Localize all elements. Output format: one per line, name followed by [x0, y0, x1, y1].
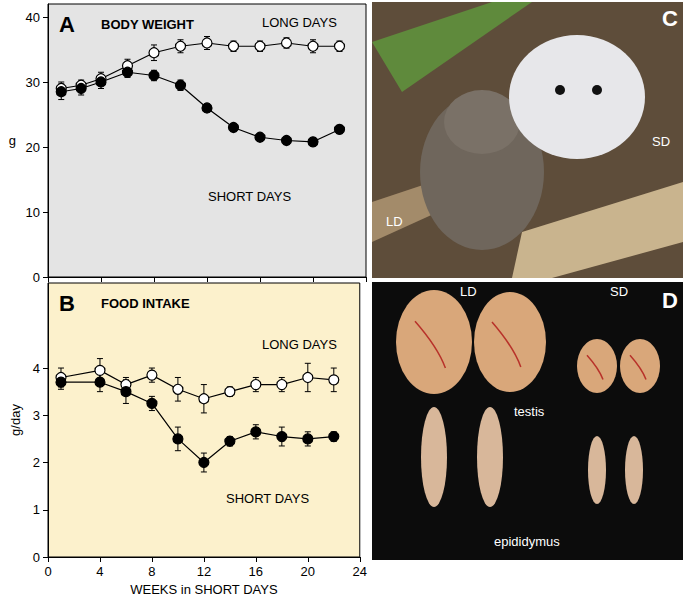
svg-text:A: A	[59, 12, 75, 37]
svg-text:SHORT DAYS: SHORT DAYS	[208, 189, 291, 204]
svg-text:3: 3	[33, 408, 40, 423]
svg-text:2: 2	[33, 455, 40, 470]
svg-text:g/day: g/day	[8, 404, 23, 436]
svg-text:16: 16	[249, 564, 263, 579]
svg-text:SHORT DAYS: SHORT DAYS	[226, 491, 309, 506]
svg-text:12: 12	[197, 564, 211, 579]
html-text:SD: SD	[652, 134, 671, 149]
html-text:SD: SD	[610, 284, 629, 299]
svg-text:10: 10	[26, 205, 40, 220]
svg-text:0: 0	[33, 550, 40, 565]
html-text:D: D	[662, 288, 678, 313]
html-text:epididymus: epididymus	[494, 534, 560, 549]
svg-text:LONG DAYS: LONG DAYS	[262, 15, 337, 30]
svg-text:8: 8	[148, 564, 155, 579]
html-text:C: C	[662, 6, 678, 31]
svg-text:1: 1	[33, 502, 40, 517]
html-text:LD: LD	[460, 284, 477, 299]
svg-text:30: 30	[26, 75, 40, 90]
svg-text:40: 40	[26, 10, 40, 25]
svg-text:4: 4	[96, 564, 103, 579]
svg-text:20: 20	[26, 140, 40, 155]
svg-text:0: 0	[33, 270, 40, 285]
svg-text:FOOD INTAKE: FOOD INTAKE	[101, 296, 190, 311]
svg-text:0: 0	[44, 564, 51, 579]
svg-text:B: B	[59, 291, 75, 316]
html-text:testis: testis	[514, 404, 545, 419]
svg-text:4: 4	[33, 361, 40, 376]
svg-text:BODY WEIGHT: BODY WEIGHT	[101, 17, 194, 32]
svg-text:20: 20	[301, 564, 315, 579]
svg-text:24: 24	[353, 564, 367, 579]
html-text:LD: LD	[386, 214, 403, 229]
svg-text:WEEKS in SHORT DAYS: WEEKS in SHORT DAYS	[130, 582, 278, 597]
svg-text:g: g	[9, 133, 16, 148]
svg-text:LONG DAYS: LONG DAYS	[262, 337, 337, 352]
